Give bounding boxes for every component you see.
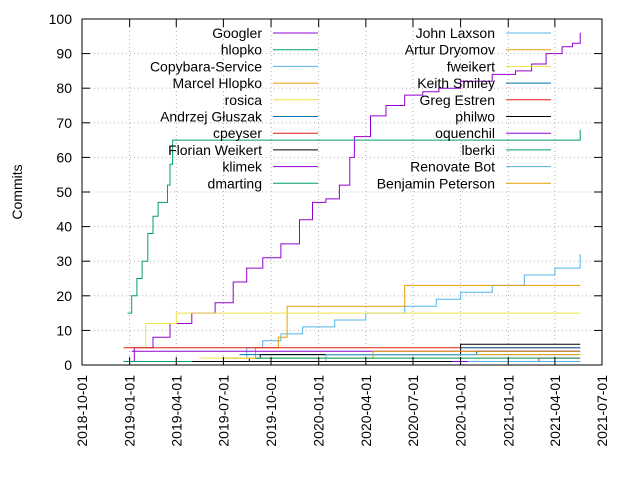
y-tick-label: 100 xyxy=(49,11,73,27)
x-tick-label: 2019-10-01 xyxy=(263,375,279,447)
legend-label: Benjamin Peterson xyxy=(377,175,495,191)
legend-label: Renovate Bot xyxy=(410,159,495,175)
y-tick-label: 50 xyxy=(56,184,72,200)
series-line xyxy=(239,343,581,362)
legend-label: Copybara-Service xyxy=(150,58,262,74)
legend-label: Keith Smiley xyxy=(417,75,495,91)
legend-label: oquenchil xyxy=(435,125,495,141)
legend-label: fweikert xyxy=(447,58,495,74)
y-tick-label: 70 xyxy=(56,115,72,131)
legend-label: Artur Dryomov xyxy=(405,42,495,58)
y-tick-label: 30 xyxy=(56,253,72,269)
legend-label: philwo xyxy=(455,109,495,125)
series-line xyxy=(230,284,581,359)
y-tick-label: 10 xyxy=(56,322,72,338)
series-lines xyxy=(123,32,581,362)
series-line xyxy=(239,350,581,356)
legend-label: John Laxson xyxy=(416,25,495,41)
y-tick-label: 90 xyxy=(56,46,72,62)
x-tick-label: 2021-01-01 xyxy=(500,375,516,447)
y-axis-label: Commits xyxy=(9,164,25,219)
legend-label: hlopko xyxy=(221,42,262,58)
legend-label: Andrzej Głuszak xyxy=(160,109,263,125)
x-tick-label: 2019-04-01 xyxy=(168,375,184,447)
x-tick-label: 2020-04-01 xyxy=(358,375,374,447)
x-tick-label: 2018-10-01 xyxy=(74,375,90,447)
y-tick-label: 80 xyxy=(56,80,72,96)
legend-label: dmarting xyxy=(208,175,262,191)
x-tick-label: 2021-04-01 xyxy=(547,375,563,447)
legend-label: klimek xyxy=(222,159,263,175)
legend-label: Greg Estren xyxy=(420,92,495,108)
legend-label: Googler xyxy=(212,25,262,41)
x-tick-label: 2020-07-01 xyxy=(405,375,421,447)
x-tick-label: 2019-07-01 xyxy=(215,375,231,447)
legend-label: Marcel Hlopko xyxy=(173,75,263,91)
series-line xyxy=(123,32,581,362)
x-tick-label: 2021-07-01 xyxy=(594,375,610,447)
series-line xyxy=(531,357,581,362)
x-tick-label: 2020-10-01 xyxy=(453,375,469,447)
legend-label: rosica xyxy=(225,92,263,108)
series-line xyxy=(127,129,581,314)
y-tick-label: 40 xyxy=(56,219,72,235)
legend-label: Florian Weikert xyxy=(168,142,262,158)
legend-label: lberki xyxy=(462,142,495,158)
axes: 0 10 20 30 40 50 60 70 80 90 100 2018-10-01 2019-01-… xyxy=(49,11,610,447)
y-tick-label: 20 xyxy=(56,288,72,304)
y-tick-label: 60 xyxy=(56,149,72,165)
y-tick-label: 0 xyxy=(64,357,72,373)
x-tick-label: 2020-01-01 xyxy=(311,375,327,447)
legend-label: cpeyser xyxy=(213,125,262,141)
x-tick-label: 2019-01-01 xyxy=(122,375,138,447)
grid-lines xyxy=(82,19,602,365)
